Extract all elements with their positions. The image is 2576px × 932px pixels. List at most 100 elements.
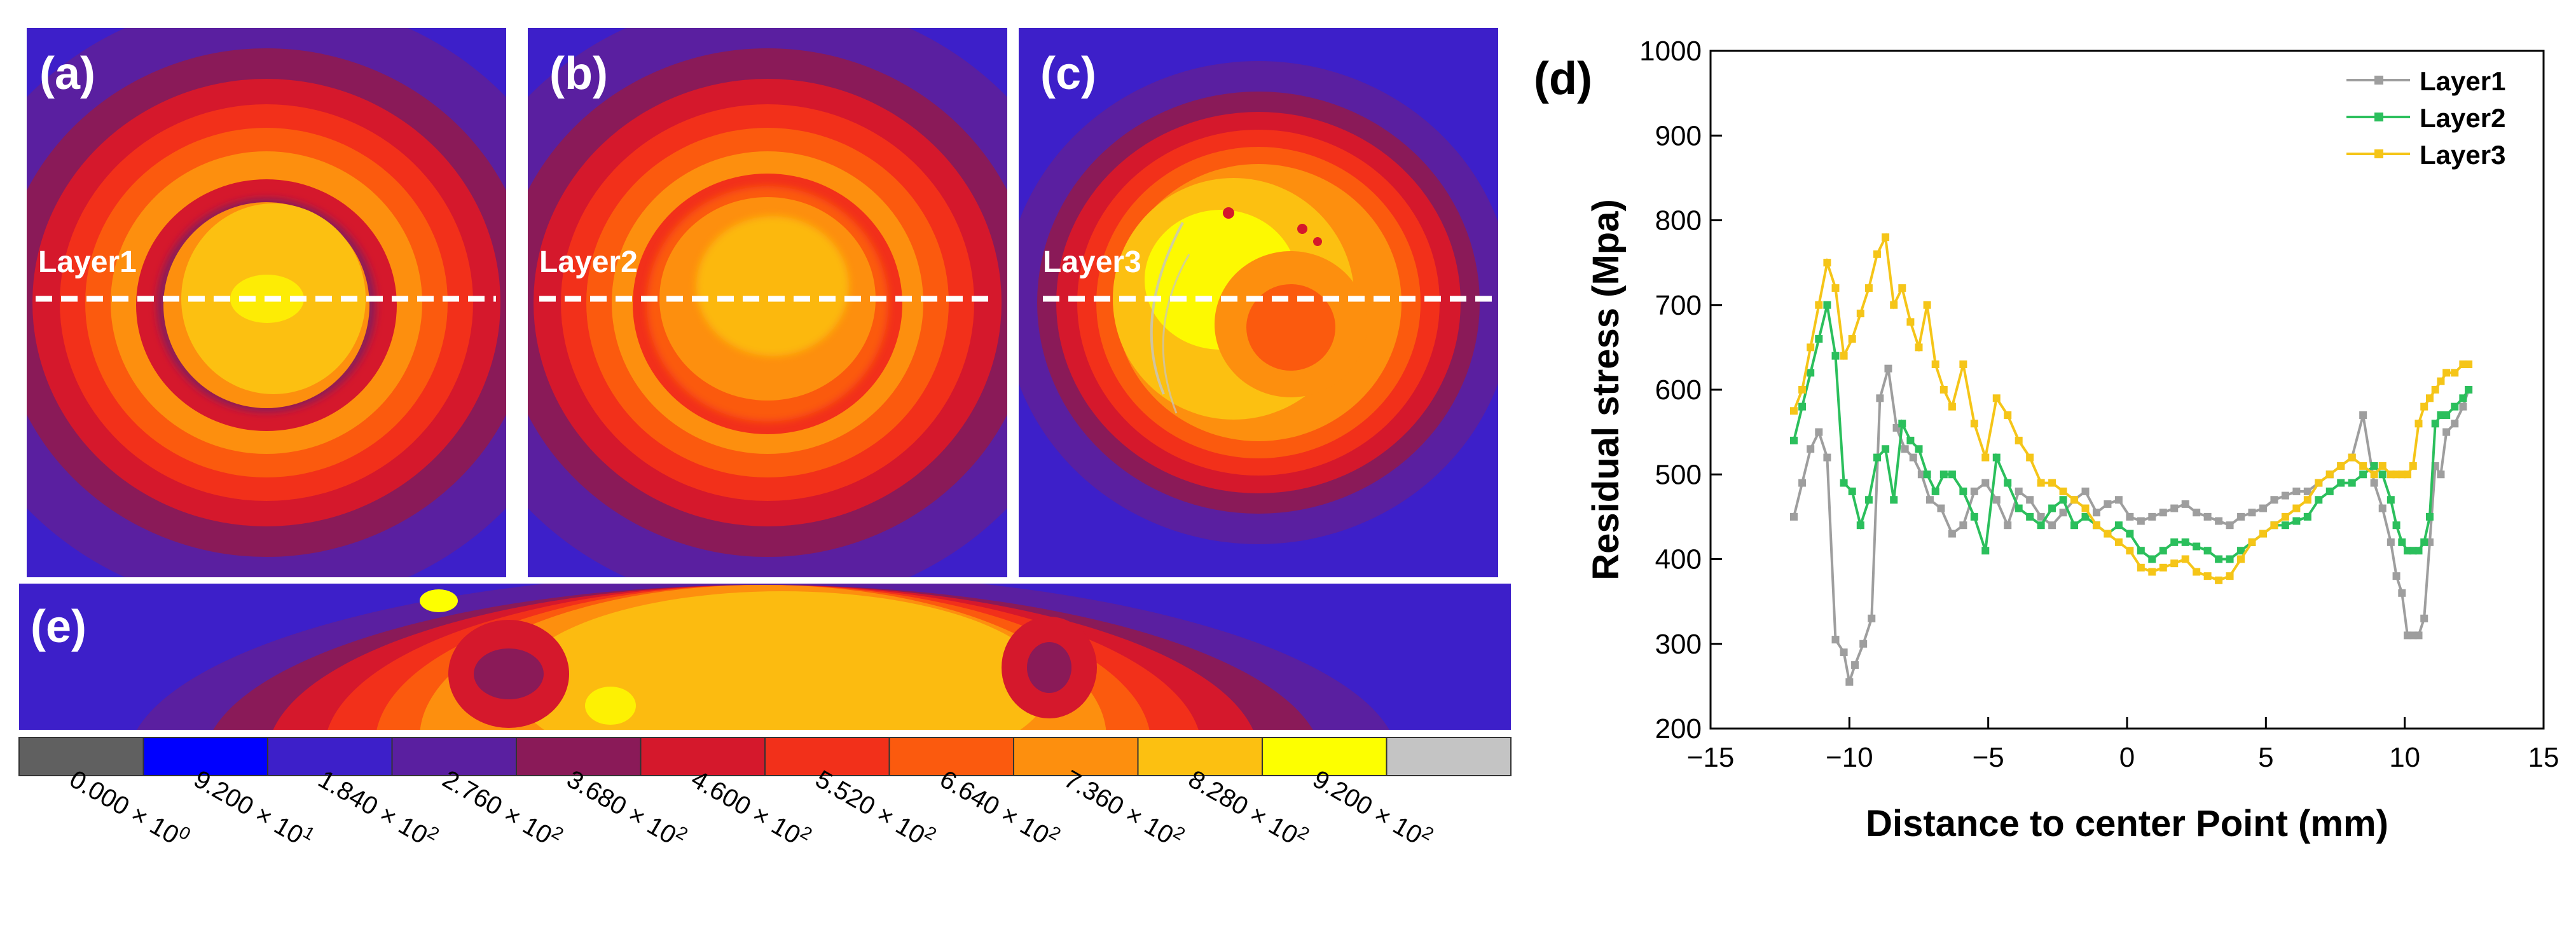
data-point	[1959, 487, 1967, 495]
data-point	[2237, 547, 2245, 555]
colorbar-swatch	[764, 737, 890, 776]
data-point	[2425, 512, 2434, 521]
data-point	[1823, 259, 1831, 267]
data-point	[1851, 661, 1859, 669]
data-point	[1992, 394, 2001, 402]
data-point	[2126, 530, 2134, 538]
data-point	[1884, 364, 1892, 373]
panel-label-a: (a)	[39, 48, 95, 99]
data-point	[2387, 496, 2395, 504]
data-point	[2425, 394, 2434, 402]
data-point	[2437, 470, 2445, 479]
data-point	[2181, 500, 2189, 508]
data-point	[2181, 555, 2189, 563]
data-point	[1876, 394, 1884, 402]
series-layer2	[1790, 301, 2473, 563]
x-axis-label: Distance to center Point (mm)	[1866, 803, 2388, 844]
x-tick-label: 10	[2389, 742, 2420, 773]
data-point	[2104, 500, 2112, 508]
panel-label-c: (c)	[1040, 48, 1096, 99]
data-point	[1931, 487, 1939, 495]
data-point	[1970, 420, 1978, 428]
data-point	[2226, 521, 2234, 530]
y-axis-label: Residual stress (Mpa)	[1585, 199, 1627, 580]
data-point	[2081, 512, 2090, 521]
data-point	[1848, 335, 1856, 343]
data-point	[2070, 521, 2079, 530]
data-point	[2348, 479, 2356, 487]
data-point	[1823, 301, 1831, 309]
data-point	[2203, 547, 2212, 555]
data-point	[2137, 517, 2145, 525]
y-tick-label: 700	[1655, 290, 1702, 321]
x-axis: −15 −10 −5 0 5 10 15	[1687, 717, 2559, 773]
colorbar	[18, 737, 1512, 776]
data-point	[2259, 504, 2267, 512]
legend-marker	[2374, 76, 2383, 85]
data-point	[2015, 504, 2023, 512]
colorbar-swatch	[18, 737, 144, 776]
colorbar-swatch	[1386, 737, 1512, 776]
data-point	[1840, 479, 1848, 487]
data-point	[2465, 386, 2473, 394]
data-point	[1798, 479, 1807, 487]
data-point	[2159, 563, 2167, 572]
y-tick-label: 600	[1655, 374, 1702, 406]
data-point	[1840, 648, 1848, 657]
y-tick-label: 800	[1655, 205, 1702, 236]
legend-item: Layer2	[2346, 103, 2505, 133]
panel-label-d: (d)	[1534, 53, 1592, 104]
data-point	[2315, 496, 2323, 504]
data-point	[1937, 504, 1945, 512]
data-point	[1845, 678, 1854, 686]
data-point	[2292, 487, 2301, 495]
data-point	[2303, 512, 2311, 521]
legend-item: Layer3	[2346, 140, 2505, 170]
data-point	[1981, 453, 1990, 462]
data-point	[2270, 496, 2278, 504]
data-point	[2442, 369, 2451, 377]
data-point	[2215, 517, 2223, 525]
data-point	[2315, 479, 2323, 487]
line-chart: 200 300 400 500 600 700 800 900 1000 −15 −10 −5 0 5 1…	[1585, 36, 2559, 844]
data-point	[2081, 487, 2090, 495]
data-point	[2170, 538, 2179, 546]
contour-panel-c	[1019, 28, 1498, 577]
data-point	[2325, 470, 2334, 479]
series-layer	[1790, 233, 2473, 686]
legend-marker	[2374, 149, 2383, 158]
data-point	[2015, 487, 2023, 495]
data-point	[2281, 512, 2289, 521]
data-point	[2137, 547, 2145, 555]
data-point	[1848, 487, 1856, 495]
data-point	[2325, 487, 2334, 495]
data-point	[2048, 479, 2056, 487]
data-point	[2378, 504, 2387, 512]
legend-label: Layer3	[2420, 140, 2505, 170]
data-point	[2442, 428, 2451, 436]
data-point	[2114, 521, 2123, 530]
data-point	[2104, 530, 2112, 538]
colorbar-swatch	[1137, 737, 1263, 776]
colorbar-swatch	[640, 737, 766, 776]
panel-label-e: (e)	[31, 601, 86, 652]
data-point	[2451, 402, 2459, 411]
data-point	[1873, 453, 1881, 462]
data-point	[1798, 386, 1807, 394]
data-point	[1948, 530, 1956, 538]
data-point	[1898, 284, 1906, 292]
data-point	[1868, 614, 1876, 622]
data-point	[2378, 470, 2387, 479]
data-point	[2420, 614, 2428, 622]
data-point	[1815, 301, 1823, 309]
data-point	[2431, 420, 2439, 428]
data-point	[2281, 521, 2289, 530]
data-point	[2092, 521, 2100, 530]
data-point	[2248, 538, 2256, 546]
layer-label-a: Layer1	[38, 245, 137, 279]
data-point	[1790, 512, 1798, 521]
data-point	[1906, 318, 1915, 326]
data-point	[1831, 636, 1840, 644]
data-point	[1831, 352, 1840, 360]
